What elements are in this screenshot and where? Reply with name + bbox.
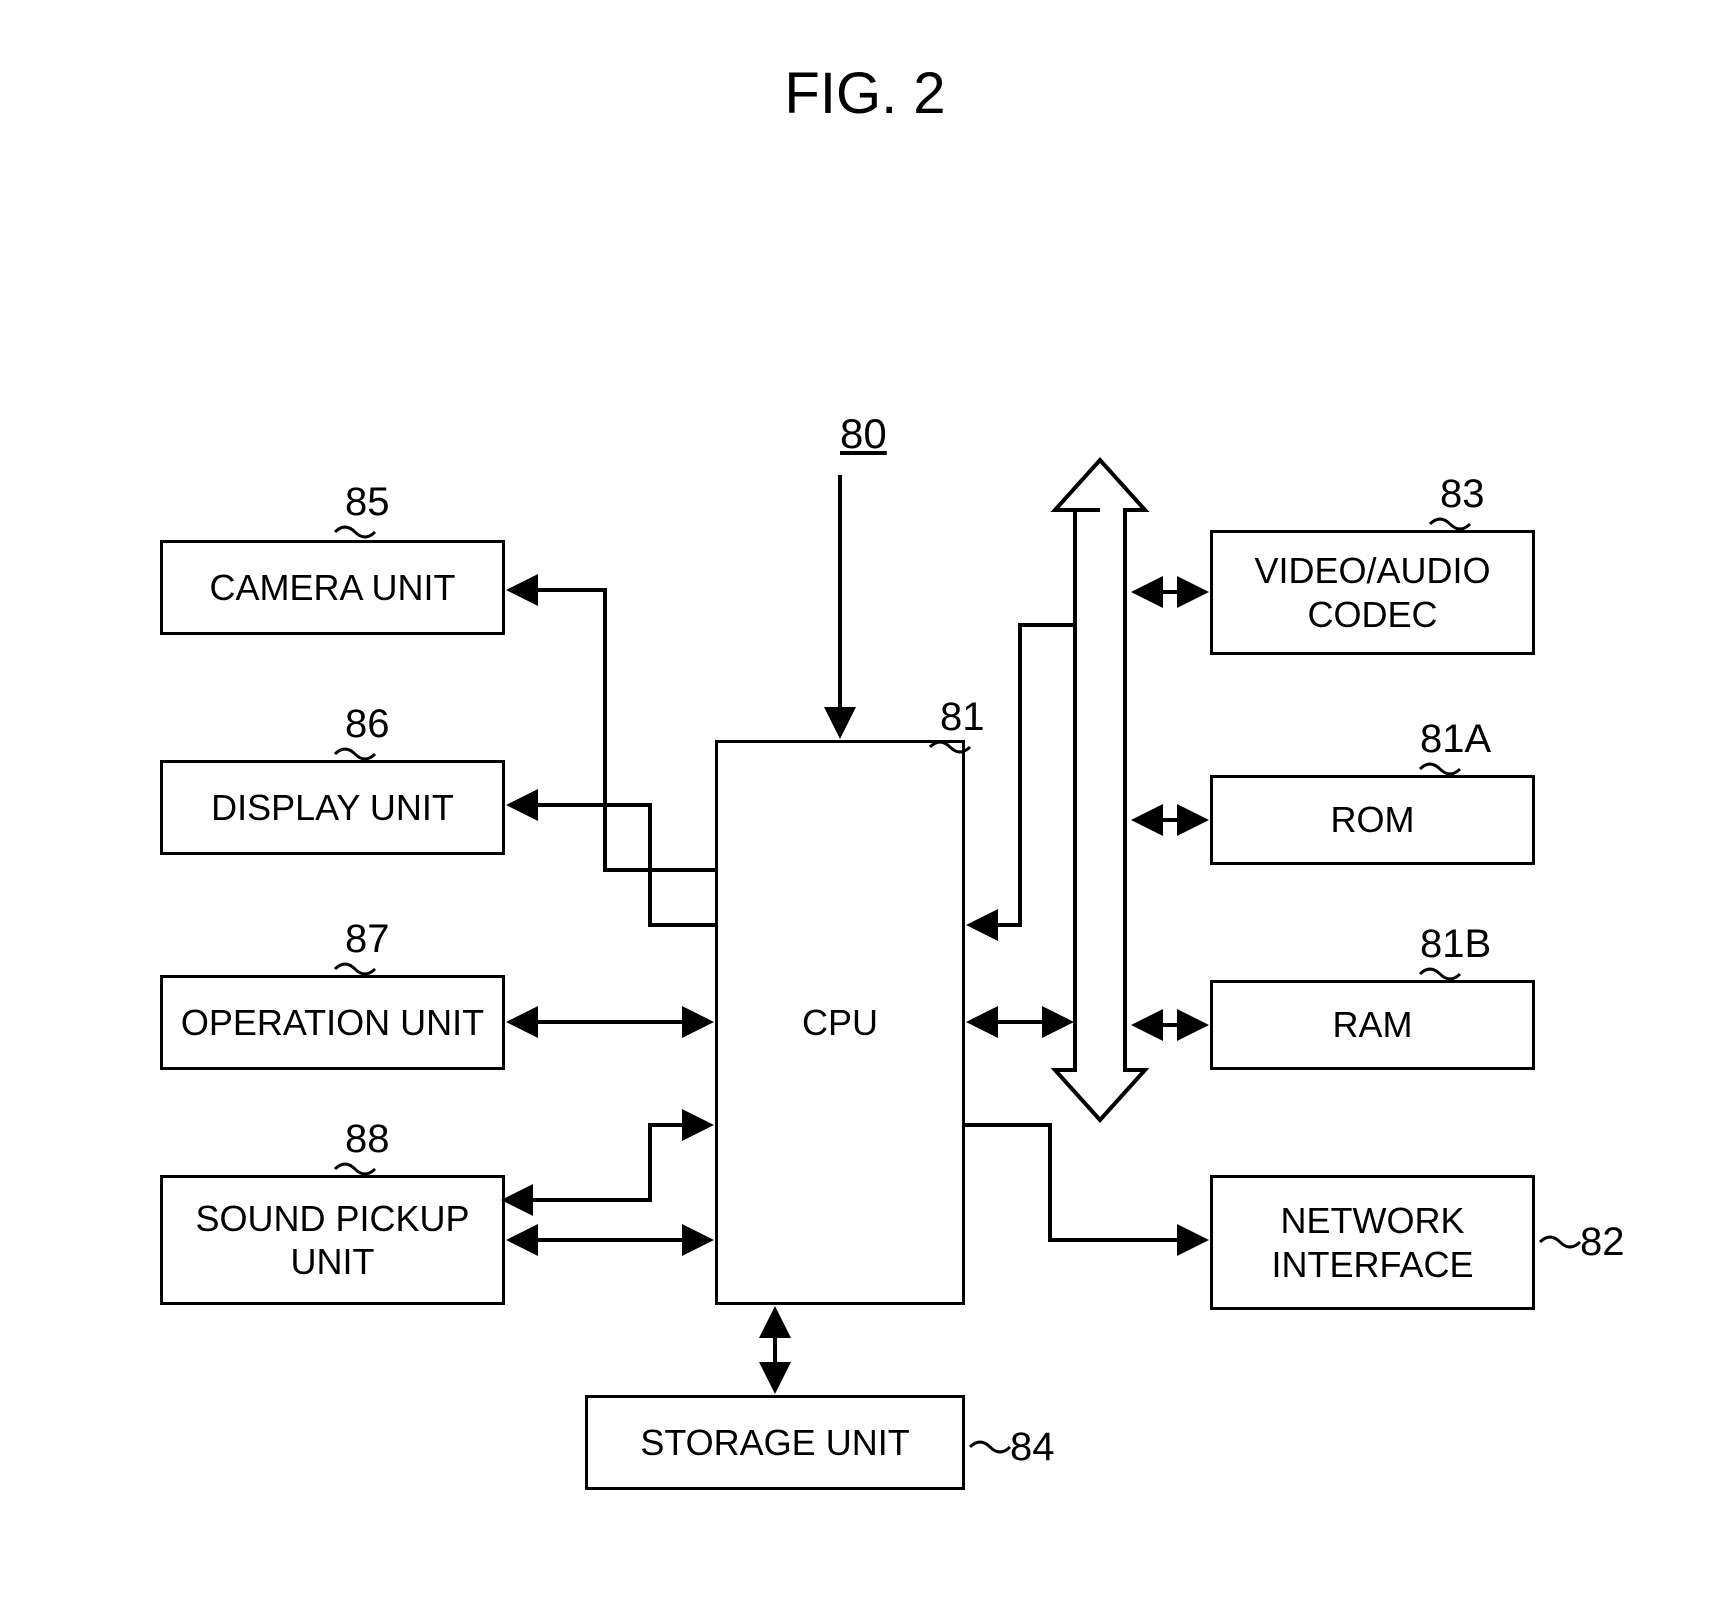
connectors-svg xyxy=(0,0,1730,1614)
